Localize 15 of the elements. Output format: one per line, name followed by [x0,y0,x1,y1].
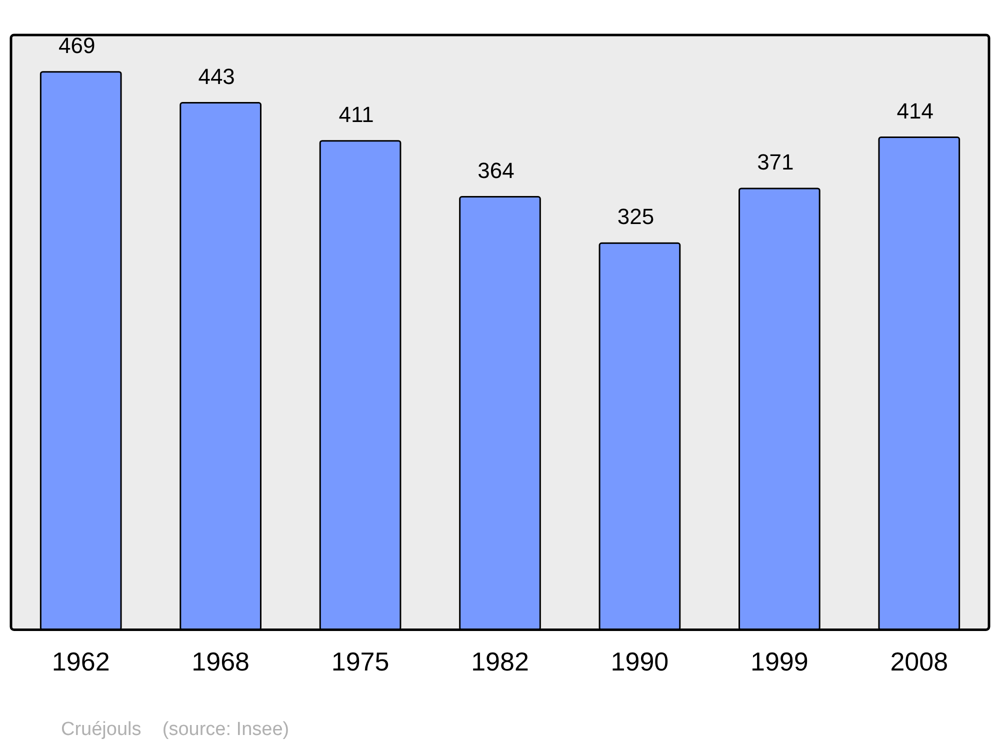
data-label: 469 [58,32,96,58]
x-tick-label: 2008 [890,646,948,677]
x-tick-label: 1990 [610,646,669,677]
data-label: 371 [757,150,794,175]
x-tick-label: 1975 [331,646,390,677]
data-label: 411 [338,102,374,127]
data-label: 414 [896,98,934,124]
data-label: 443 [198,64,235,89]
data-label: 364 [478,158,514,183]
data-label: 325 [617,204,654,230]
text: Cruéjouls (source: Insee) [61,719,290,740]
x-tick-label: 1982 [471,646,529,677]
x-tick-label: 1962 [52,646,110,677]
x-tick-label: 1999 [750,646,808,677]
x-tick-label: 1968 [192,646,250,677]
